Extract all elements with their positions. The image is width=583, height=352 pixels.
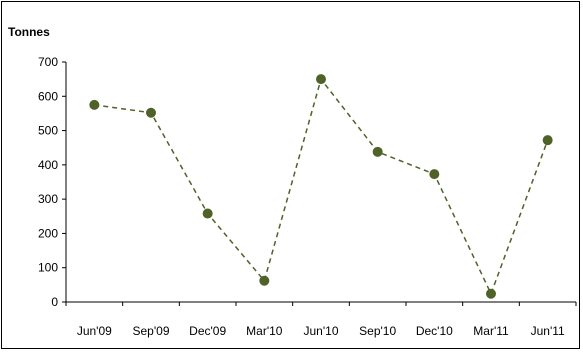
data-point [542, 135, 553, 146]
y-tick-label: 300 [38, 192, 58, 206]
data-point [372, 146, 383, 157]
y-tick-label: 700 [38, 55, 58, 69]
x-tick-label: Mar'10 [246, 324, 283, 338]
x-tick-label: Sep'09 [133, 324, 170, 338]
x-tick-label: Dec'09 [189, 324, 226, 338]
data-point [89, 99, 100, 110]
data-point [429, 169, 440, 180]
y-tick-label: 600 [38, 89, 58, 103]
data-point [202, 208, 213, 219]
y-tick-label: 400 [38, 158, 58, 172]
data-point [486, 288, 496, 299]
series-line [94, 77, 549, 296]
y-tick-label: 0 [51, 295, 58, 309]
y-axis-title: Tonnes [8, 25, 50, 39]
data-point [316, 74, 326, 85]
y-tick-label: 200 [38, 226, 58, 240]
x-tick-label: Jun'11 [531, 324, 565, 338]
x-tick-label: Mar'11 [473, 324, 509, 338]
y-tick-label: 500 [38, 124, 58, 138]
x-tick-label: Jun'10 [304, 324, 339, 338]
y-tick-label: 100 [38, 261, 58, 275]
y-axis: 0 100 200 300 400 500 600 700 [38, 55, 67, 309]
data-point [259, 275, 270, 286]
x-tick-label: Jun'09 [77, 324, 112, 338]
x-axis: Jun'09 Sep'09 Dec'09 Mar'10 Jun'10 Sep'10 Dec'… [65, 301, 577, 338]
series-layer [89, 74, 553, 299]
x-tick-label: Dec'10 [416, 324, 453, 338]
x-tick-label: Sep'10 [359, 324, 396, 338]
data-point [146, 107, 156, 118]
